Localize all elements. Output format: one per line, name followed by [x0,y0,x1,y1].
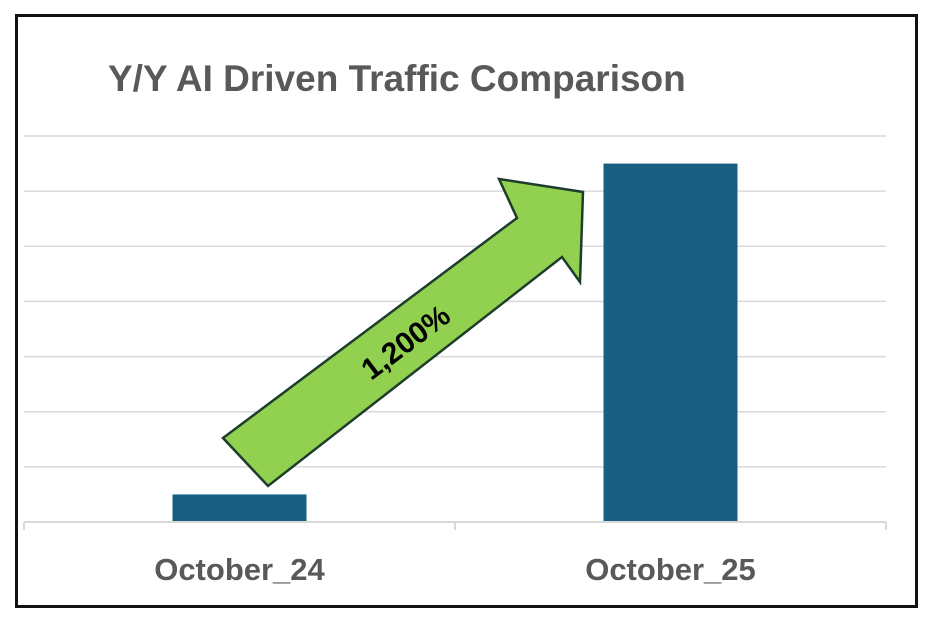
bar-october-24 [172,494,307,522]
bar-october-25 [603,163,738,523]
x-tick-label: October_25 [585,552,756,587]
x-tick-label: October_24 [154,552,325,587]
growth-arrow: 1,200% [221,177,585,488]
x-axis-ticks [23,522,887,530]
chart-title: Y/Y AI Driven Traffic Comparison [108,58,686,99]
gridlines [24,135,886,468]
x-axis-labels: October_24 October_25 [154,552,756,587]
bars [172,163,738,523]
growth-arrow-shape [221,177,585,488]
